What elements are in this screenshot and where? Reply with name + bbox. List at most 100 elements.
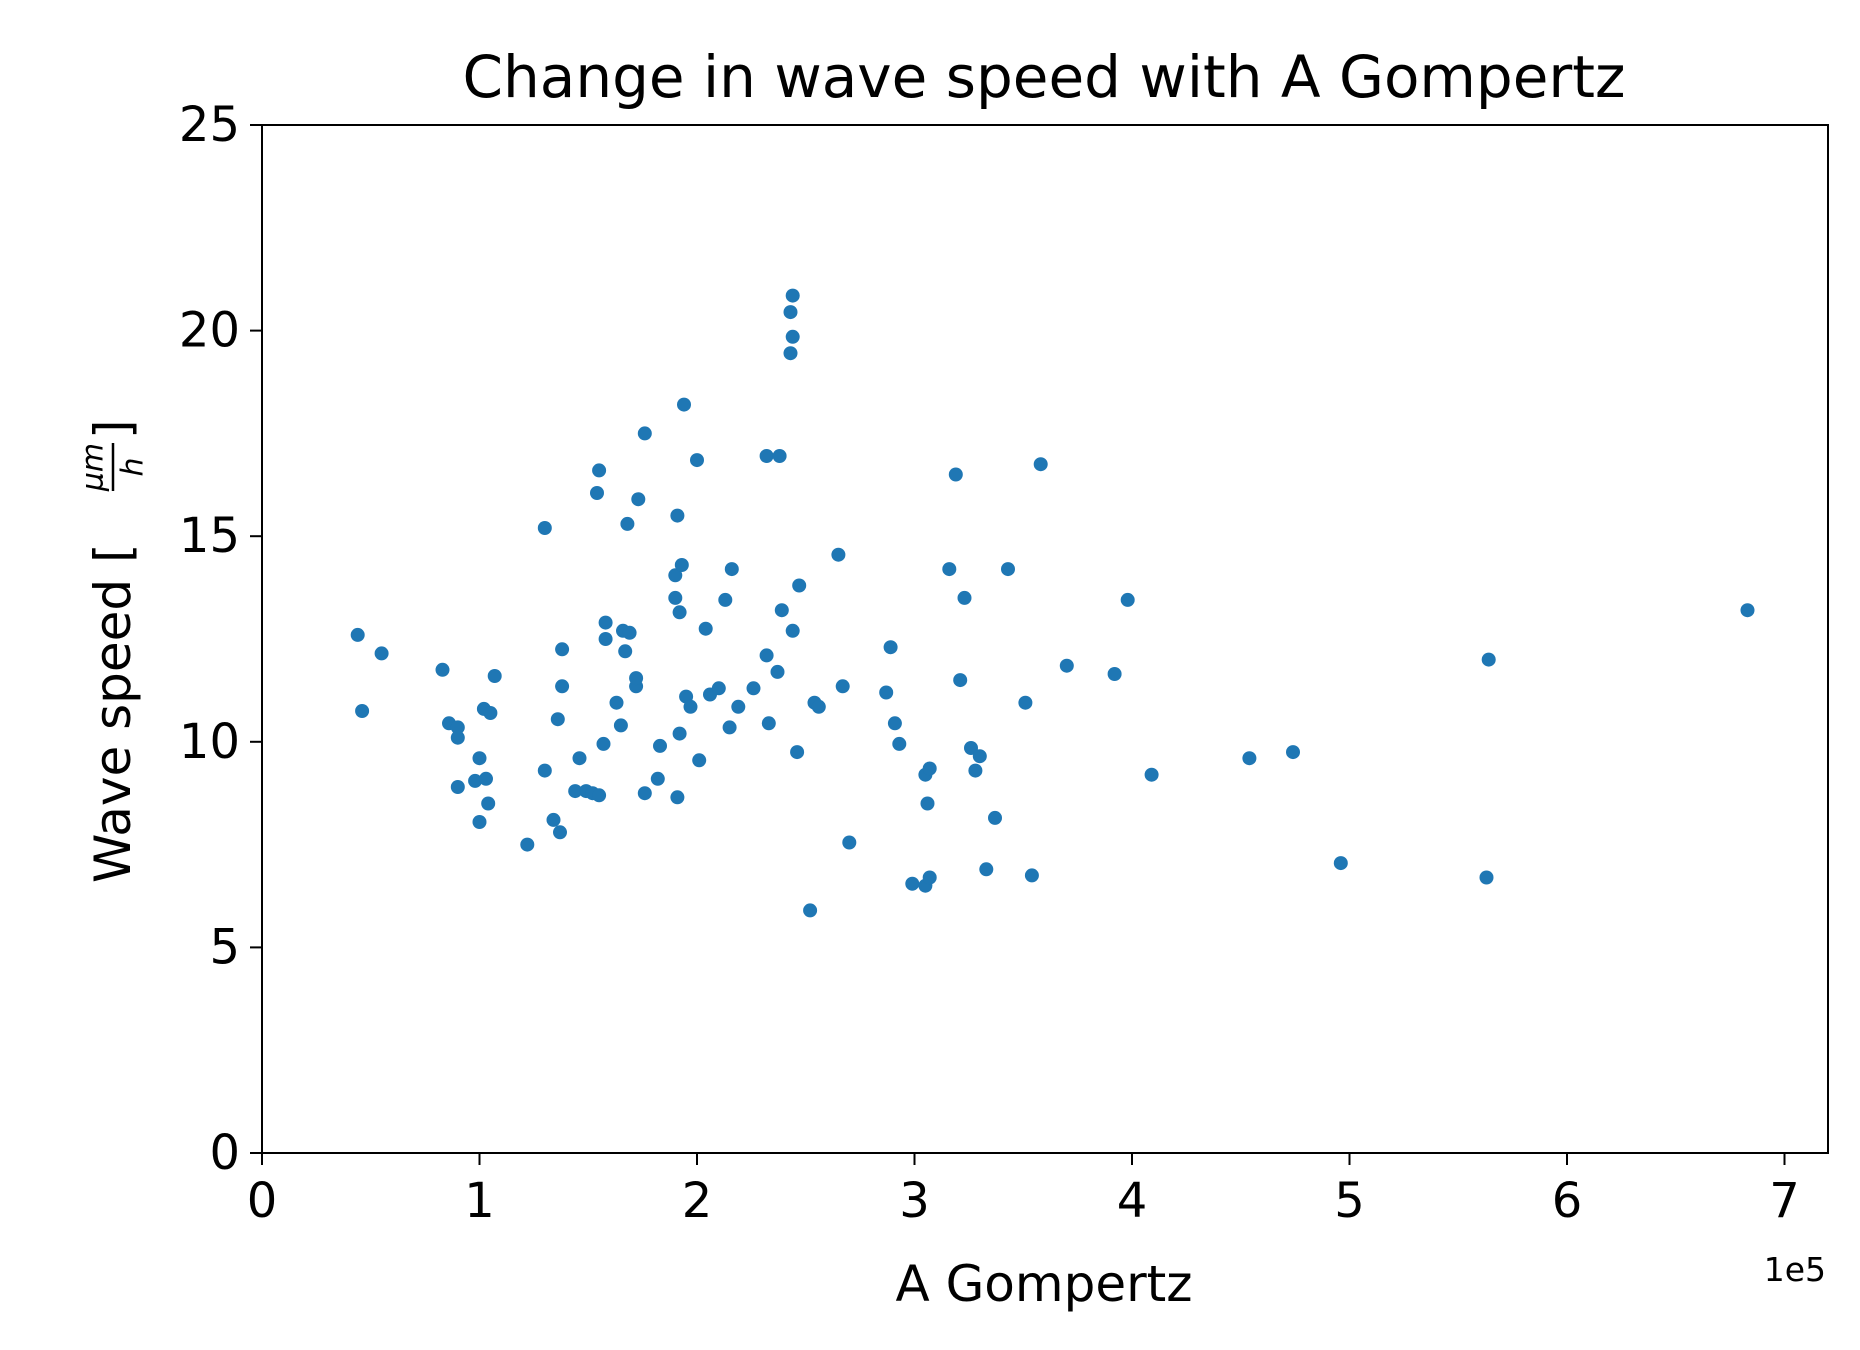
data-point: [842, 835, 857, 850]
data-point: [598, 632, 613, 646]
x-axis-ticks: 0 1 2 3 4 5 6 7: [247, 1153, 1800, 1229]
data-point: [759, 648, 774, 663]
data-point: [670, 790, 685, 805]
data-point: [483, 706, 498, 720]
x-tick-label: 0: [247, 1173, 278, 1229]
data-point: [731, 699, 746, 714]
data-point: [770, 664, 785, 679]
data-point: [670, 508, 685, 523]
data-point: [790, 745, 805, 760]
data-point: [835, 679, 850, 694]
chart-title: Change in wave speed with A Gompertz: [463, 43, 1626, 111]
y-axis-label-close: ]: [84, 419, 142, 439]
data-point: [683, 699, 698, 714]
data-point: [674, 558, 689, 572]
data-point: [698, 621, 713, 636]
data-point: [435, 662, 450, 677]
data-point: [724, 562, 739, 577]
x-tick-label: 4: [1117, 1173, 1148, 1229]
data-point: [450, 780, 465, 794]
data-point: [785, 329, 800, 344]
data-point: [957, 590, 972, 605]
y-tick-label: 25: [179, 97, 240, 153]
data-point: [831, 547, 846, 562]
data-point: [1286, 745, 1300, 760]
data-point: [783, 346, 798, 361]
data-point: [1479, 870, 1494, 885]
data-point: [537, 521, 552, 535]
data-point: [609, 695, 624, 710]
data-point: [1059, 658, 1074, 673]
data-point: [772, 449, 787, 463]
data-point: [1144, 767, 1159, 782]
data-point: [355, 704, 370, 718]
data-point: [1740, 603, 1755, 618]
x-tick-label: 6: [1552, 1173, 1583, 1229]
data-point: [892, 736, 907, 751]
y-axis-label: Wave speed [ μm h ]: [76, 419, 151, 883]
data-point: [653, 738, 667, 753]
data-point: [979, 862, 994, 877]
data-point: [953, 673, 968, 688]
data-point: [1033, 457, 1048, 472]
data-point: [1242, 751, 1257, 766]
x-offset-label: 1e5: [1764, 1250, 1826, 1289]
data-point: [622, 625, 637, 640]
data-point: [550, 712, 565, 727]
data-point: [785, 288, 800, 303]
x-tick-label: 7: [1769, 1173, 1800, 1229]
y-axis-unit-denominator: h: [116, 457, 151, 476]
data-point: [555, 679, 570, 694]
data-point: [650, 771, 665, 786]
data-point: [1024, 868, 1039, 883]
data-point: [922, 870, 937, 885]
data-point: [883, 640, 898, 655]
data-point: [672, 726, 687, 741]
data-point: [572, 751, 587, 766]
data-point: [555, 642, 570, 657]
data-point: [596, 736, 611, 751]
data-point: [792, 578, 807, 593]
data-point: [598, 615, 613, 630]
data-point: [692, 753, 707, 768]
x-tick-label: 2: [682, 1173, 713, 1229]
data-point: [672, 605, 687, 620]
data-point: [590, 486, 604, 500]
data-point: [746, 681, 761, 696]
data-point: [785, 623, 800, 638]
data-point: [1107, 667, 1122, 681]
data-point: [450, 730, 465, 745]
data-point: [761, 716, 776, 731]
y-axis-unit-numerator: μm: [76, 443, 111, 492]
y-axis-label-text: Wave speed [: [84, 543, 142, 883]
data-point: [537, 763, 552, 778]
data-point: [520, 837, 535, 852]
data-point: [1018, 695, 1033, 710]
data-point: [553, 825, 567, 840]
data-point: [637, 426, 652, 441]
data-point: [879, 685, 894, 700]
data-point: [1481, 652, 1496, 667]
data-point: [468, 773, 483, 788]
data-point: [450, 720, 465, 735]
data-point: [668, 568, 683, 583]
data-point: [1001, 562, 1015, 577]
data-point: [592, 463, 607, 478]
data-point: [472, 751, 487, 766]
data-point: [887, 716, 902, 731]
data-point: [905, 876, 920, 891]
data-point: [592, 788, 607, 803]
data-point: [637, 786, 652, 801]
data-point: [613, 718, 628, 733]
data-point: [1120, 592, 1135, 607]
y-tick-label: 5: [209, 919, 240, 975]
plot-frame: [261, 124, 1829, 1154]
data-point: [618, 644, 633, 659]
data-point: [922, 761, 937, 776]
data-point: [948, 467, 963, 482]
data-point: [374, 646, 389, 661]
data-point: [711, 681, 726, 696]
data-point: [620, 516, 635, 531]
